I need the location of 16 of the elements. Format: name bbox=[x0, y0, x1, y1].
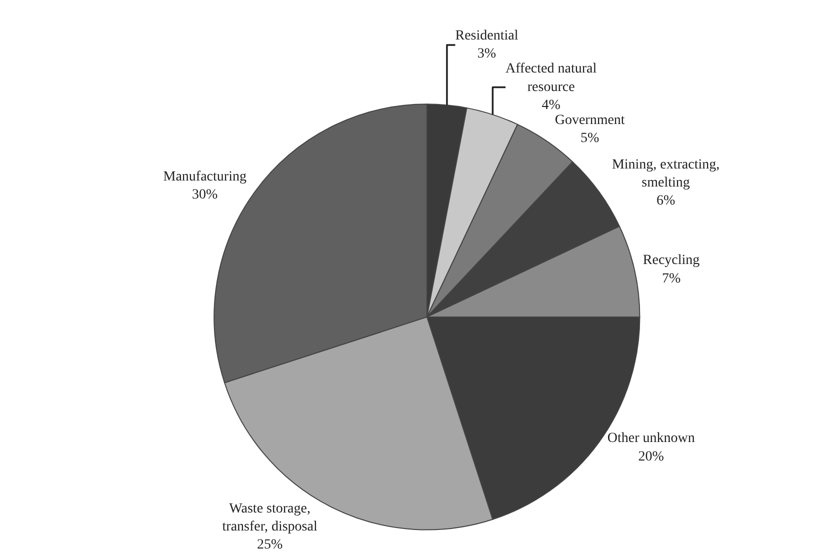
slice-label: Recycling bbox=[642, 253, 700, 268]
data-label: 30% bbox=[192, 188, 218, 203]
data-label: 4% bbox=[542, 98, 561, 113]
data-label: 5% bbox=[580, 131, 600, 146]
slice-label: Residential bbox=[455, 28, 518, 44]
slice-label: Waste storage, transfer, disposal bbox=[222, 501, 318, 534]
data-label: 3% bbox=[477, 46, 496, 62]
slice-label: Mining, extracting, smelting bbox=[612, 157, 720, 190]
slice-label: Government bbox=[554, 113, 625, 128]
data-label: 6% bbox=[656, 194, 676, 209]
slice-label: Manufacturing bbox=[163, 170, 246, 185]
data-label: 7% bbox=[662, 271, 681, 286]
slice-label: Affected natural resource bbox=[506, 62, 597, 95]
data-label: 25% bbox=[256, 538, 283, 553]
data-label: 20% bbox=[638, 449, 664, 464]
slice-label: Other unknown bbox=[607, 431, 695, 446]
